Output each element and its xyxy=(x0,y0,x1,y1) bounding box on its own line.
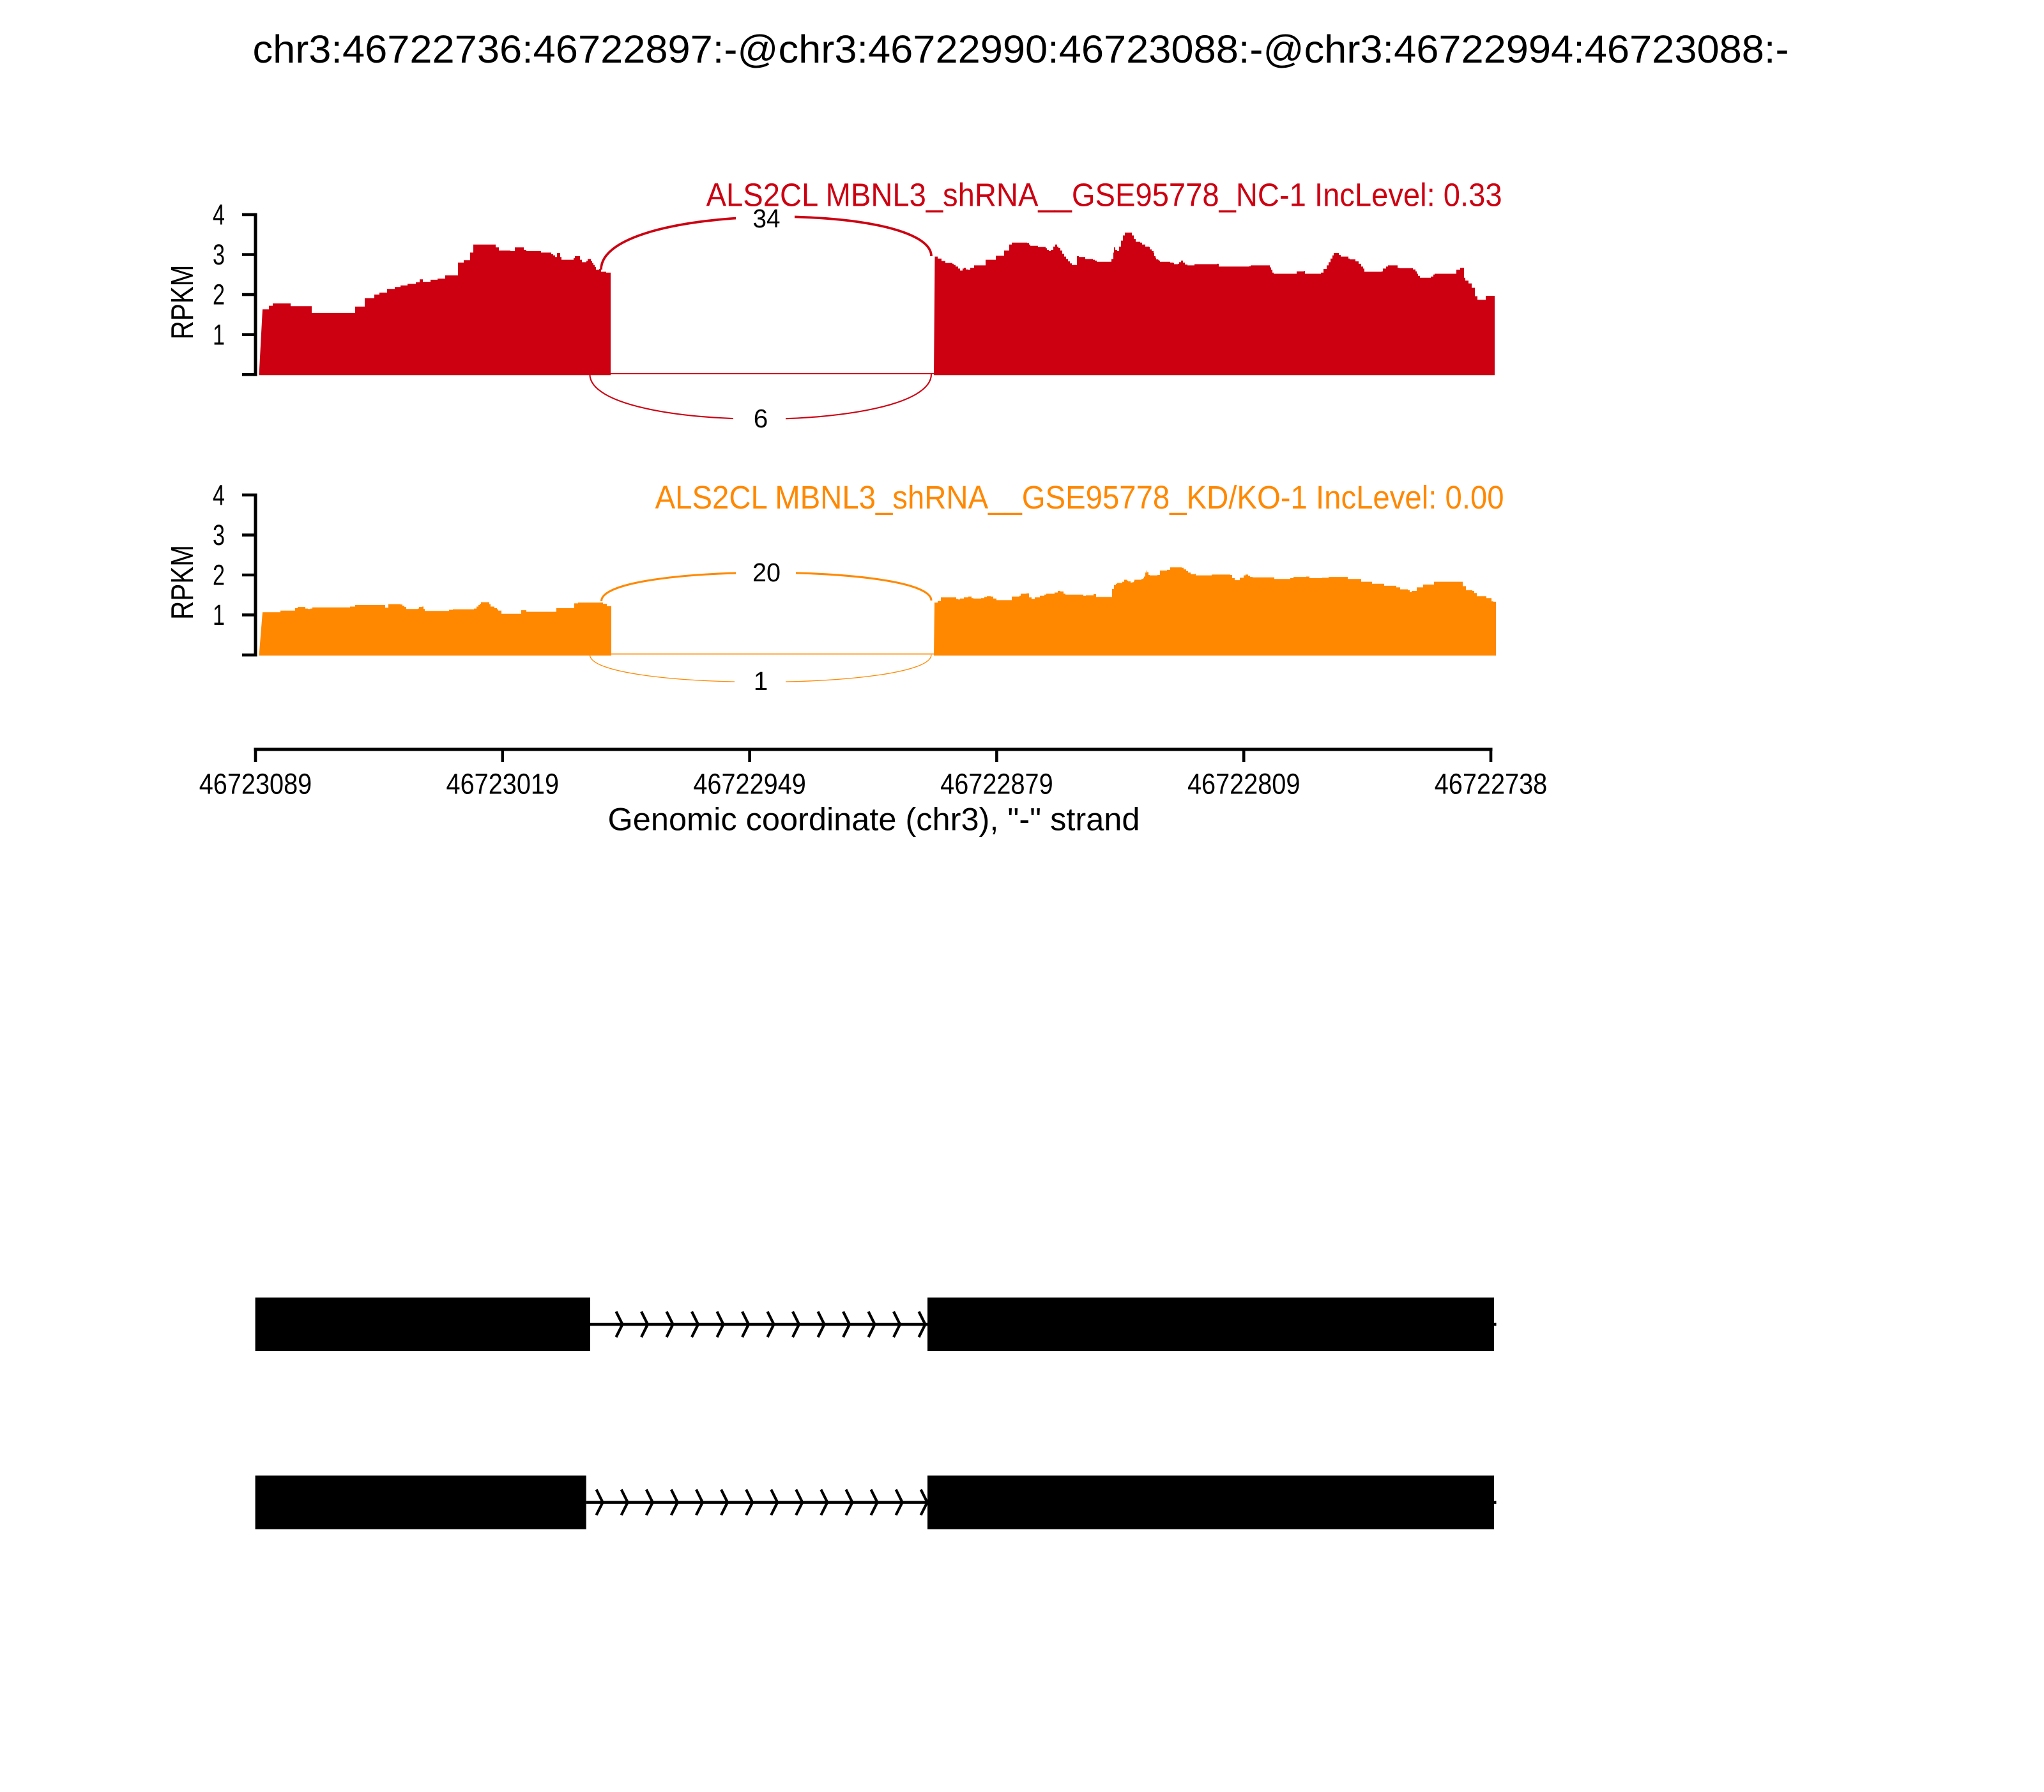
svg-text:ALS2CL MBNL3_shRNA__GSE95778_N: ALS2CL MBNL3_shRNA__GSE95778_NC-1 IncLev… xyxy=(706,177,1502,213)
svg-text:2: 2 xyxy=(213,279,225,311)
svg-text:46722879: 46722879 xyxy=(940,768,1053,800)
svg-text:20: 20 xyxy=(752,558,781,587)
svg-text:46722738: 46722738 xyxy=(1435,768,1548,800)
svg-text:46722809: 46722809 xyxy=(1187,768,1300,800)
svg-text:RPKM: RPKM xyxy=(165,265,200,340)
svg-text:46722949: 46722949 xyxy=(693,768,806,800)
svg-text:2: 2 xyxy=(213,559,225,592)
svg-text:46723019: 46723019 xyxy=(446,768,560,800)
svg-text:6: 6 xyxy=(754,404,768,433)
svg-text:3: 3 xyxy=(213,519,225,551)
svg-text:3: 3 xyxy=(213,238,225,271)
svg-text:RPKM: RPKM xyxy=(165,545,200,620)
svg-text:1: 1 xyxy=(213,599,225,631)
svg-text:4: 4 xyxy=(213,199,225,231)
svg-text:4: 4 xyxy=(213,479,225,511)
svg-text:1: 1 xyxy=(754,666,768,696)
svg-text:46723089: 46723089 xyxy=(199,768,312,800)
svg-text:ALS2CL MBNL3_shRNA__GSE95778_K: ALS2CL MBNL3_shRNA__GSE95778_KD/KO-1 Inc… xyxy=(655,479,1504,516)
svg-text:chr3:46722736:46722897:-@chr3:: chr3:46722736:46722897:-@chr3:46722990:4… xyxy=(253,27,1789,71)
svg-text:34: 34 xyxy=(753,204,781,233)
svg-text:1: 1 xyxy=(213,318,225,351)
svg-text:Genomic coordinate (chr3), "-": Genomic coordinate (chr3), "-" strand xyxy=(608,801,1140,838)
